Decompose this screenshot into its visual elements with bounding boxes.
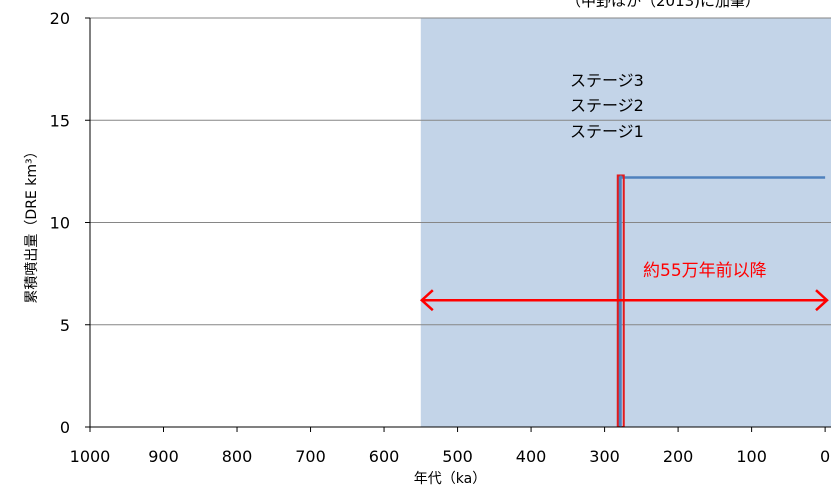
x-tick-label-400: 400: [516, 447, 547, 466]
y-tick-label-0: 0: [60, 418, 70, 437]
y-tick-labels: 0 5 10 15 20: [50, 9, 70, 437]
stage-label-3: ステージ3: [570, 71, 644, 90]
x-tick-label-700: 700: [295, 447, 326, 466]
x-tick-label-600: 600: [369, 447, 400, 466]
y-tick-label-5: 5: [60, 316, 70, 335]
x-tick-label-800: 800: [222, 447, 253, 466]
range-arrow-label: 約55万年前以降: [643, 261, 767, 281]
axes: [85, 17, 831, 432]
x-tick-labels: 1000 900 800 700 600 500 400 300 200 100 0: [70, 447, 831, 466]
series-line-0: [618, 176, 826, 427]
x-tick-label-200: 200: [663, 447, 694, 466]
x-axis-label: 年代（ka）: [414, 471, 486, 486]
y-tick-label-15: 15: [50, 111, 70, 130]
x-tick-label-100: 100: [736, 447, 767, 466]
x-tick-label-0: 0: [820, 447, 830, 466]
y-tick-label-20: 20: [50, 9, 70, 28]
range-arrow-head-left: [419, 289, 434, 312]
stage-label-1: ステージ1: [570, 122, 644, 141]
grid-lines: [90, 17, 831, 326]
y-tick-label-10: 10: [50, 214, 70, 233]
x-tick-label-1000: 1000: [70, 447, 111, 466]
range-arrow-head-right: [815, 289, 829, 312]
x-tick-label-300: 300: [589, 447, 620, 466]
y-axis-label: 累積噴出量（DRE km³）: [24, 144, 40, 303]
x-tick-label-500: 500: [442, 447, 473, 466]
top-note: （中野ほか（2013)に加筆）: [566, 0, 760, 10]
stage-label-2: ステージ2: [570, 96, 644, 115]
x-tick-label-900: 900: [148, 447, 179, 466]
range-arrow: [419, 289, 829, 312]
